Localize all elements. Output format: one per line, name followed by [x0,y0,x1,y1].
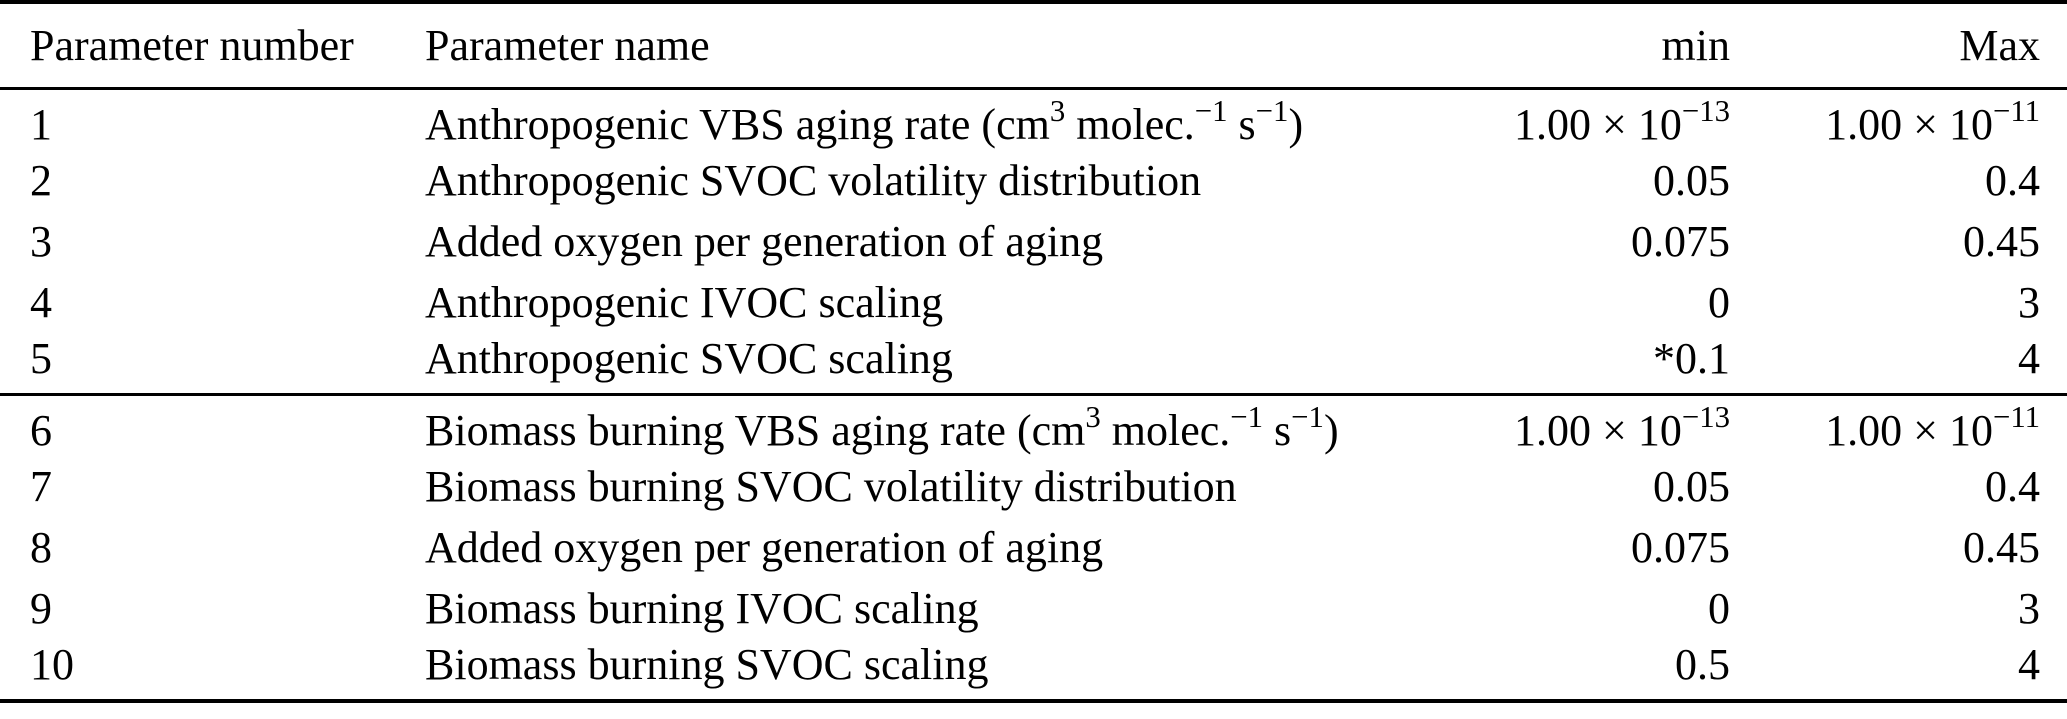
superscript: 3 [1085,399,1101,434]
max-cell: 1.00 × 10−11 [1825,93,2040,149]
min-cell: 0 [1708,583,1730,633]
table-row: 3 Added oxygen per generation of aging 0.0… [0,211,2067,272]
max-cell: 3 [2018,277,2040,327]
superscript: −13 [1681,399,1730,434]
param-name-cell: Added oxygen per generation of aging [425,216,1104,266]
param-number-cell: 1 [30,99,52,149]
superscript: −1 [1255,93,1289,128]
min-cell: 1.00 × 10−13 [1514,399,1730,455]
max-cell: 1.00 × 10−11 [1825,399,2040,455]
min-cell: *0.1 [1653,333,1730,383]
superscript: −13 [1681,93,1730,128]
param-name-cell: Anthropogenic IVOC scaling [425,277,944,327]
param-name-cell: Added oxygen per generation of aging [425,522,1104,572]
column-header-max: Max [1730,2,2067,90]
table-row: 8 Added oxygen per generation of aging 0.0… [0,517,2067,578]
max-cell: 0.45 [1963,522,2040,572]
superscript: −1 [1291,399,1324,434]
param-number-cell: 6 [30,405,52,455]
param-number-cell: 2 [30,155,52,205]
param-name-cell: Anthropogenic SVOC scaling [425,333,953,383]
table-row: 7 Biomass burning SVOC volatility distrib… [0,456,2067,517]
superscript: −11 [1992,399,2040,434]
min-cell: 0.075 [1631,522,1730,572]
header-row: Parameter number Parameter name min Max [0,2,2067,90]
superscript: −1 [1194,93,1228,128]
group-biomass-burning: 6 Biomass burning VBS aging rate (cm3 mol… [0,394,2067,701]
min-cell: 0 [1708,277,1730,327]
param-name-cell: Biomass burning SVOC volatility distribu… [425,461,1237,511]
min-cell: 0.05 [1653,461,1730,511]
min-cell: 0.075 [1631,216,1730,266]
param-number-cell: 5 [30,333,52,383]
superscript: 3 [1049,93,1066,128]
max-cell: 4 [2018,333,2040,383]
param-name-cell: Anthropogenic SVOC volatility distributi… [425,155,1202,205]
min-cell: 0.05 [1653,155,1730,205]
group-anthropogenic: 1 Anthropogenic VBS aging rate (cm3 molec… [0,88,2067,394]
param-number-cell: 7 [30,461,52,511]
table-row: 10 Biomass burning SVOC scaling 0.5 4 [0,639,2067,701]
param-name-cell: Biomass burning IVOC scaling [425,583,979,633]
max-cell: 0.4 [1985,155,2040,205]
column-header-parameter-number: Parameter number [0,2,425,90]
max-cell: 3 [2018,583,2040,633]
max-cell: 0.45 [1963,216,2040,266]
param-name-cell: Biomass burning VBS aging rate (cm3 mole… [425,399,1339,455]
table-row: 1 Anthropogenic VBS aging rate (cm3 molec… [0,88,2067,150]
param-number-cell: 8 [30,522,52,572]
param-name-cell: Biomass burning SVOC scaling [425,639,989,689]
column-header-parameter-name: Parameter name [425,2,1410,90]
max-cell: 4 [2018,639,2040,689]
param-number-cell: 4 [30,277,52,327]
table-row: 5 Anthropogenic SVOC scaling *0.1 4 [0,333,2067,395]
param-number-cell: 3 [30,216,52,266]
table-row: 4 Anthropogenic IVOC scaling 0 3 [0,272,2067,333]
min-cell: 0.5 [1675,639,1730,689]
parameters-table: Parameter number Parameter name min Max … [0,0,2067,703]
column-header-min: min [1410,2,1730,90]
param-number-cell: 9 [30,583,52,633]
min-cell: 1.00 × 10−13 [1514,93,1730,149]
table-row: 2 Anthropogenic SVOC volatility distribut… [0,150,2067,211]
superscript: −11 [1992,93,2040,128]
table-header: Parameter number Parameter name min Max [0,2,2067,90]
param-name-cell: Anthropogenic VBS aging rate (cm3 molec.… [425,93,1304,149]
superscript: −1 [1230,399,1264,434]
table-row: 9 Biomass burning IVOC scaling 0 3 [0,578,2067,639]
param-number-cell: 10 [30,639,74,689]
max-cell: 0.4 [1985,461,2040,511]
table-row: 6 Biomass burning VBS aging rate (cm3 mol… [0,394,2067,456]
